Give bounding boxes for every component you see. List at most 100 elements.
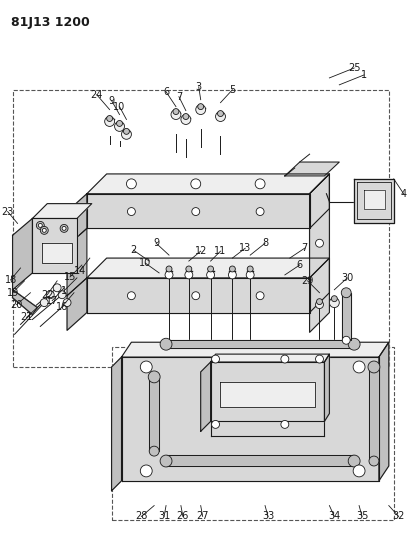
Text: 17: 17 xyxy=(46,296,58,305)
Circle shape xyxy=(196,104,206,115)
Text: 35: 35 xyxy=(356,512,368,521)
Polygon shape xyxy=(32,204,92,219)
Circle shape xyxy=(63,298,71,306)
Polygon shape xyxy=(369,367,379,461)
Circle shape xyxy=(173,109,179,115)
Text: 24: 24 xyxy=(91,90,103,100)
Text: 21: 21 xyxy=(20,312,33,322)
Text: 1: 1 xyxy=(361,70,367,80)
Circle shape xyxy=(206,271,215,279)
Polygon shape xyxy=(13,290,38,314)
Text: 7: 7 xyxy=(176,92,182,102)
Text: 1: 1 xyxy=(61,286,67,296)
Circle shape xyxy=(191,179,201,189)
Polygon shape xyxy=(67,228,87,296)
Circle shape xyxy=(246,271,254,279)
Polygon shape xyxy=(310,174,329,333)
Text: 16: 16 xyxy=(56,302,68,312)
Circle shape xyxy=(247,266,253,272)
Polygon shape xyxy=(42,243,72,263)
Polygon shape xyxy=(285,162,339,176)
Circle shape xyxy=(317,298,322,305)
Polygon shape xyxy=(211,362,324,422)
Polygon shape xyxy=(211,354,329,362)
Circle shape xyxy=(160,338,172,350)
Circle shape xyxy=(166,266,172,272)
Text: 32: 32 xyxy=(392,512,405,521)
Circle shape xyxy=(117,120,122,126)
Text: 11: 11 xyxy=(214,246,226,256)
Circle shape xyxy=(281,421,289,429)
Polygon shape xyxy=(13,219,32,290)
Text: 28: 28 xyxy=(135,512,147,521)
Polygon shape xyxy=(364,190,385,208)
Circle shape xyxy=(183,114,189,119)
Circle shape xyxy=(212,421,220,429)
Text: 6: 6 xyxy=(163,87,169,97)
Bar xyxy=(13,90,389,367)
Circle shape xyxy=(368,361,380,373)
Circle shape xyxy=(369,456,379,466)
Circle shape xyxy=(341,288,351,298)
Text: 10: 10 xyxy=(113,102,126,111)
Text: 25: 25 xyxy=(348,63,360,73)
Text: 3: 3 xyxy=(196,82,202,92)
Circle shape xyxy=(122,130,131,139)
Polygon shape xyxy=(166,340,354,348)
Text: 19: 19 xyxy=(7,288,19,298)
Polygon shape xyxy=(149,377,159,451)
Circle shape xyxy=(192,207,200,215)
Polygon shape xyxy=(324,354,329,422)
Circle shape xyxy=(315,301,324,309)
Polygon shape xyxy=(310,258,329,312)
Circle shape xyxy=(40,298,48,306)
Circle shape xyxy=(126,179,136,189)
Text: 34: 34 xyxy=(328,512,340,521)
Polygon shape xyxy=(122,357,379,481)
Circle shape xyxy=(124,128,129,134)
Text: 10: 10 xyxy=(139,258,151,268)
Circle shape xyxy=(212,355,220,363)
Polygon shape xyxy=(379,342,389,481)
Circle shape xyxy=(331,296,337,302)
Polygon shape xyxy=(166,455,354,466)
Circle shape xyxy=(140,361,152,373)
Circle shape xyxy=(329,298,339,308)
Circle shape xyxy=(256,207,264,215)
Circle shape xyxy=(127,207,135,215)
Polygon shape xyxy=(310,208,329,312)
Circle shape xyxy=(105,117,115,126)
Text: 29: 29 xyxy=(302,276,314,286)
Circle shape xyxy=(115,122,124,131)
Circle shape xyxy=(58,291,66,298)
Text: 12: 12 xyxy=(195,246,207,256)
Circle shape xyxy=(208,266,213,272)
Text: 27: 27 xyxy=(196,512,209,521)
Circle shape xyxy=(40,227,48,235)
Text: 20: 20 xyxy=(10,300,23,310)
Circle shape xyxy=(281,355,289,363)
Text: 26: 26 xyxy=(177,512,189,521)
Circle shape xyxy=(140,465,152,477)
Polygon shape xyxy=(112,357,122,491)
Text: 15: 15 xyxy=(64,272,76,282)
Circle shape xyxy=(127,292,135,300)
Text: 31: 31 xyxy=(158,512,170,521)
Text: 14: 14 xyxy=(74,266,86,276)
Circle shape xyxy=(348,338,360,350)
Circle shape xyxy=(36,221,44,229)
Text: 23: 23 xyxy=(2,207,14,216)
Circle shape xyxy=(42,228,46,232)
Circle shape xyxy=(62,227,66,230)
Bar xyxy=(112,347,394,520)
Polygon shape xyxy=(342,293,351,340)
Circle shape xyxy=(217,110,224,117)
Circle shape xyxy=(185,271,193,279)
Circle shape xyxy=(149,446,159,456)
Text: 33: 33 xyxy=(262,512,274,521)
Circle shape xyxy=(148,371,160,383)
Polygon shape xyxy=(67,193,87,246)
Circle shape xyxy=(315,355,324,363)
Polygon shape xyxy=(87,193,310,228)
Circle shape xyxy=(353,361,365,373)
